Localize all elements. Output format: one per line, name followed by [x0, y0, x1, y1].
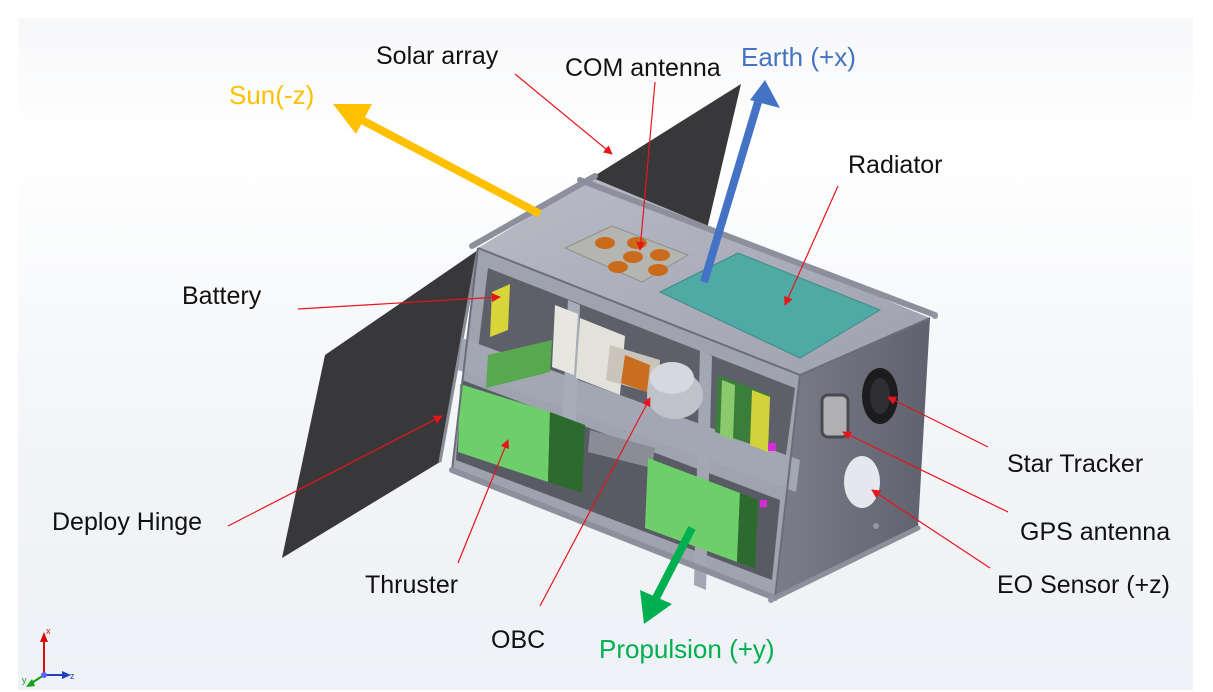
label-obc: OBC [491, 626, 546, 654]
label-propulsion-axis: Propulsion (+y) [599, 634, 775, 664]
thruster-block-lower [645, 458, 740, 562]
triad-label-z: z [70, 671, 75, 681]
sun-arrow [333, 104, 542, 218]
propulsion-arrow [640, 526, 696, 624]
leader-star-tracker [887, 396, 989, 448]
leader-battery [297, 292, 501, 310]
label-solar-array: Solar array [376, 42, 499, 70]
label-sun-axis: Sun(-z) [229, 80, 315, 110]
label-battery: Battery [182, 282, 262, 310]
leader-deploy-hinge [227, 415, 443, 527]
coordinate-triad [26, 632, 71, 687]
label-thruster: Thruster [365, 571, 459, 599]
triad-label-y: y [22, 675, 27, 685]
label-star-tracker: Star Tracker [1007, 450, 1144, 478]
label-com-antenna: COM antenna [565, 54, 721, 82]
gps-antenna-body [820, 393, 850, 439]
label-earth-axis: Earth (+x) [741, 42, 856, 72]
leader-obc [539, 397, 651, 607]
leader-eo-sensor [871, 489, 991, 569]
leader-gps-antenna [842, 431, 1009, 513]
leader-thruster [457, 439, 510, 564]
label-radiator: Radiator [848, 151, 943, 179]
eo-sensor-lens [844, 456, 880, 508]
leader-radiator [784, 185, 839, 306]
leader-com-antenna [636, 81, 656, 251]
triad-label-x: x [46, 626, 51, 636]
solar-panel-left [282, 250, 478, 558]
label-eo-sensor: EO Sensor (+z) [997, 571, 1170, 599]
earth-arrow [700, 80, 780, 284]
leader-solar-array [514, 73, 613, 155]
label-deploy-hinge: Deploy Hinge [52, 508, 203, 536]
thruster-block-upper [458, 384, 550, 482]
label-gps-antenna: GPS antenna [1020, 518, 1171, 546]
